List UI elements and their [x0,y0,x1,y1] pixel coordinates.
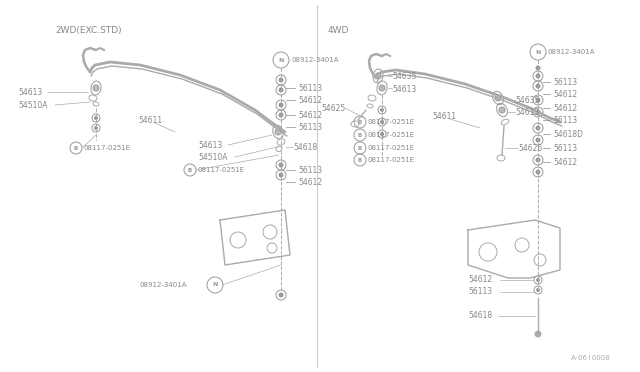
Text: 56113: 56113 [468,288,492,296]
Circle shape [536,66,540,70]
Circle shape [279,293,283,297]
Text: 56113: 56113 [553,77,577,87]
Text: N: N [278,58,284,62]
Circle shape [279,78,283,82]
Circle shape [275,129,281,135]
Text: B: B [358,119,362,125]
Circle shape [381,132,383,135]
Text: 54612: 54612 [553,103,577,112]
Circle shape [279,88,283,92]
Text: 4WD: 4WD [328,26,349,35]
Text: N: N [212,282,218,288]
Circle shape [381,109,383,112]
Circle shape [495,95,501,101]
Text: 08117-0251E: 08117-0251E [368,119,415,125]
Text: A·06 i 0008: A·06 i 0008 [572,355,610,361]
Circle shape [95,116,97,119]
Text: 54618: 54618 [468,311,492,321]
Text: 54510A: 54510A [18,100,47,109]
Circle shape [536,289,540,292]
Text: 54611: 54611 [432,112,456,121]
Circle shape [536,74,540,78]
Text: 54618: 54618 [293,142,317,151]
Circle shape [375,73,381,79]
Text: 54613: 54613 [515,108,540,116]
Text: 08117-0251E: 08117-0251E [84,145,131,151]
Text: B: B [74,145,78,151]
Text: B: B [358,132,362,138]
Text: 54635: 54635 [392,71,417,80]
Text: 54611: 54611 [138,115,162,125]
Text: 08117-0251E: 08117-0251E [368,132,415,138]
Text: B: B [358,157,362,163]
Circle shape [499,107,505,113]
Circle shape [93,85,99,91]
Text: 08117-0251E: 08117-0251E [368,157,415,163]
Circle shape [535,331,541,337]
Circle shape [536,98,540,102]
Text: 56113: 56113 [298,166,322,174]
Text: 56113: 56113 [553,115,577,125]
Text: 54612: 54612 [553,157,577,167]
Text: B: B [358,145,362,151]
Text: 56113: 56113 [298,122,322,131]
Text: 54626: 54626 [518,144,542,153]
Circle shape [536,138,540,142]
Text: 54612: 54612 [298,110,322,119]
Text: 54613: 54613 [198,141,222,150]
Text: 54635: 54635 [515,96,540,105]
Circle shape [536,170,540,174]
Text: N: N [535,49,541,55]
Circle shape [379,85,385,91]
Text: 54612: 54612 [553,90,577,99]
Circle shape [279,113,283,117]
Text: 54618D: 54618D [553,129,583,138]
Circle shape [536,110,540,114]
Circle shape [536,126,540,130]
Circle shape [536,84,540,88]
Text: 54612: 54612 [298,96,322,105]
Text: 08117-0251E: 08117-0251E [198,167,245,173]
Text: 54613: 54613 [392,84,416,93]
Text: 08117-0251E: 08117-0251E [368,145,415,151]
Text: 54612: 54612 [298,177,322,186]
Circle shape [381,121,383,124]
Circle shape [536,279,540,282]
Circle shape [279,103,283,107]
Circle shape [536,158,540,162]
Circle shape [95,126,97,129]
Text: 56113: 56113 [553,144,577,153]
Text: 54613: 54613 [18,87,42,96]
Text: 2WD(EXC.STD): 2WD(EXC.STD) [55,26,122,35]
Text: 08912-3401A: 08912-3401A [548,49,595,55]
Text: 54510A: 54510A [198,153,227,161]
Text: 54625: 54625 [321,103,345,112]
Text: 08912-3401A: 08912-3401A [140,282,188,288]
Circle shape [279,163,283,167]
Text: 56113: 56113 [298,83,322,93]
Text: 54612: 54612 [468,276,492,285]
Text: 08912-3401A: 08912-3401A [291,57,339,63]
Circle shape [279,173,283,177]
Text: B: B [188,167,192,173]
